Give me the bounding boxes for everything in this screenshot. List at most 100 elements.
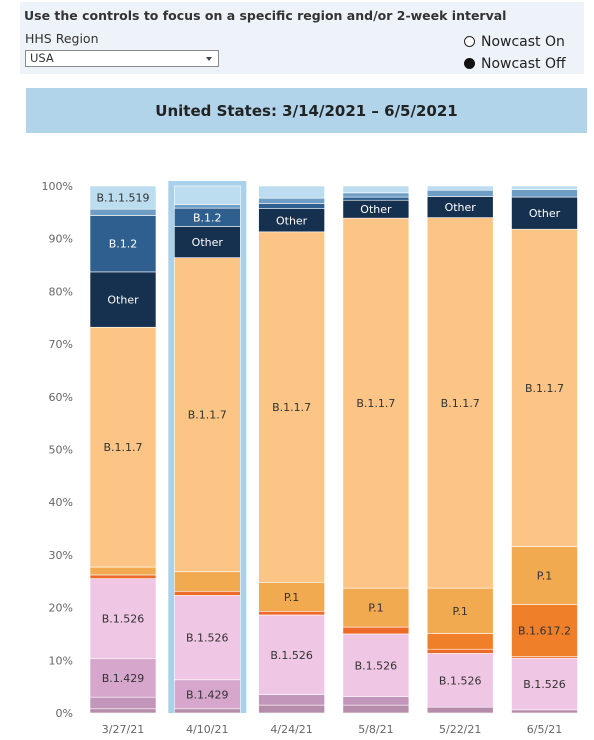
x-tick-label: 3/27/21 bbox=[102, 723, 144, 736]
segment-label: B.1.526 bbox=[186, 632, 229, 645]
bar-segment[interactable] bbox=[174, 226, 241, 258]
bar-segment[interactable] bbox=[342, 196, 410, 201]
segment-label: B.1.1.7 bbox=[188, 409, 227, 422]
bar-segment[interactable] bbox=[174, 185, 241, 205]
y-tick-label: 0% bbox=[56, 707, 73, 720]
y-tick-label: 40% bbox=[49, 496, 73, 509]
y-tick-label: 30% bbox=[49, 549, 73, 562]
bar-segment[interactable] bbox=[89, 566, 157, 576]
segment-label: B.1.429 bbox=[102, 672, 145, 685]
y-tick-label: 70% bbox=[49, 338, 73, 351]
bar-segment[interactable] bbox=[511, 657, 578, 711]
segment-label: B.1.1.7 bbox=[441, 397, 480, 410]
bar-segment[interactable] bbox=[258, 231, 325, 583]
bar-segment[interactable] bbox=[89, 696, 157, 710]
bar-segment[interactable] bbox=[342, 633, 410, 697]
bar-segment[interactable] bbox=[342, 704, 410, 714]
bar-segment[interactable] bbox=[426, 633, 494, 650]
bar-segment[interactable] bbox=[511, 185, 578, 190]
bar-segment[interactable] bbox=[426, 185, 494, 191]
bar-segment[interactable] bbox=[89, 215, 157, 273]
bar-segment[interactable] bbox=[342, 626, 410, 635]
bar-segment[interactable] bbox=[89, 658, 157, 698]
segment-label: B.1.1.519 bbox=[96, 192, 149, 205]
nowcast-on-radio[interactable]: Nowcast On bbox=[464, 34, 565, 50]
segment-label: Other bbox=[192, 236, 224, 249]
bar-segment[interactable] bbox=[89, 578, 157, 660]
bar-segment[interactable] bbox=[511, 604, 578, 657]
segment-label: P.1 bbox=[537, 569, 552, 582]
x-tick-label: 4/24/21 bbox=[270, 723, 312, 736]
segment-label: B.1.429 bbox=[186, 688, 229, 701]
bar-segment[interactable] bbox=[174, 595, 241, 681]
bar-segment[interactable] bbox=[89, 208, 157, 216]
bar-segment[interactable] bbox=[511, 709, 578, 714]
bar-segment[interactable] bbox=[258, 610, 325, 616]
bar-segment[interactable] bbox=[89, 326, 157, 568]
segment-label: Other bbox=[445, 201, 477, 214]
y-tick-label: 80% bbox=[49, 285, 73, 298]
bar-segment[interactable] bbox=[258, 704, 325, 714]
segment-label: B.1.526 bbox=[102, 613, 145, 626]
segment-label: B.1.2 bbox=[109, 238, 138, 251]
bar-segment[interactable] bbox=[258, 197, 325, 204]
bar-segment[interactable] bbox=[511, 196, 578, 230]
bar-segment[interactable] bbox=[426, 217, 494, 589]
nowcast-on-label: Nowcast On bbox=[481, 34, 565, 50]
bar-segment[interactable] bbox=[258, 203, 325, 209]
controls-panel: Use the controls to focus on a specific … bbox=[20, 2, 584, 74]
segment-label: B.1.1.7 bbox=[103, 441, 142, 454]
segment-label: Other bbox=[276, 214, 308, 227]
bar-segment[interactable] bbox=[342, 185, 410, 194]
bar-segment[interactable] bbox=[174, 708, 241, 714]
segment-label: B.1.617.2 bbox=[518, 625, 571, 638]
bar-segment[interactable] bbox=[174, 590, 241, 596]
segment-label: P.1 bbox=[368, 602, 383, 615]
radio-checked-icon bbox=[464, 58, 475, 69]
bar-segment[interactable] bbox=[89, 185, 157, 210]
bar-segment[interactable] bbox=[426, 706, 494, 714]
bar-segment[interactable] bbox=[258, 185, 325, 199]
y-tick-label: 10% bbox=[49, 654, 73, 667]
bar-segment[interactable] bbox=[426, 653, 494, 708]
x-tick-label: 5/22/21 bbox=[439, 723, 481, 736]
radio-unchecked-icon bbox=[464, 36, 475, 47]
bar-segment[interactable] bbox=[258, 582, 325, 612]
y-tick-label: 90% bbox=[49, 233, 73, 246]
region-select[interactable]: USA bbox=[25, 50, 219, 67]
bar-segment[interactable] bbox=[258, 694, 325, 706]
region-label: HHS Region bbox=[25, 31, 99, 46]
segment-label: Other bbox=[529, 207, 561, 220]
nowcast-off-radio[interactable]: Nowcast Off bbox=[464, 56, 566, 72]
bar-segment[interactable] bbox=[174, 679, 241, 710]
segment-label: B.1.526 bbox=[355, 659, 398, 672]
segment-label: B.1.1.7 bbox=[356, 397, 395, 410]
bar-segment[interactable] bbox=[258, 614, 325, 695]
bar-segment[interactable] bbox=[342, 192, 410, 198]
bar-segment[interactable] bbox=[174, 571, 241, 592]
segment-label: P.1 bbox=[452, 605, 467, 618]
bar-segment[interactable] bbox=[174, 257, 241, 573]
segment-label: B.1.2 bbox=[193, 211, 222, 224]
segment-label: P.1 bbox=[284, 591, 299, 604]
bar-segment[interactable] bbox=[89, 708, 157, 714]
y-tick-label: 100% bbox=[42, 180, 73, 193]
region-select-value: USA bbox=[30, 51, 54, 65]
controls-instructions: Use the controls to focus on a specific … bbox=[24, 8, 507, 23]
bar-segment[interactable] bbox=[89, 271, 157, 328]
bar-segment[interactable] bbox=[511, 189, 578, 198]
bar-segment[interactable] bbox=[342, 696, 410, 706]
bar-segment[interactable] bbox=[89, 574, 157, 579]
bar-segment[interactable] bbox=[511, 228, 578, 547]
bar-segment[interactable] bbox=[342, 217, 410, 589]
chart-title-bar: United States: 3/14/2021 – 6/5/2021 bbox=[26, 88, 587, 133]
segment-label: Other bbox=[107, 294, 139, 307]
bar-segment[interactable] bbox=[426, 189, 494, 197]
segment-label: B.1.1.7 bbox=[272, 401, 311, 414]
nowcast-off-label: Nowcast Off bbox=[481, 56, 566, 72]
bar-segment[interactable] bbox=[426, 648, 494, 654]
bar-segment[interactable] bbox=[174, 204, 241, 209]
segment-label: B.1.1.7 bbox=[525, 382, 564, 395]
segment-label: B.1.526 bbox=[270, 649, 313, 662]
